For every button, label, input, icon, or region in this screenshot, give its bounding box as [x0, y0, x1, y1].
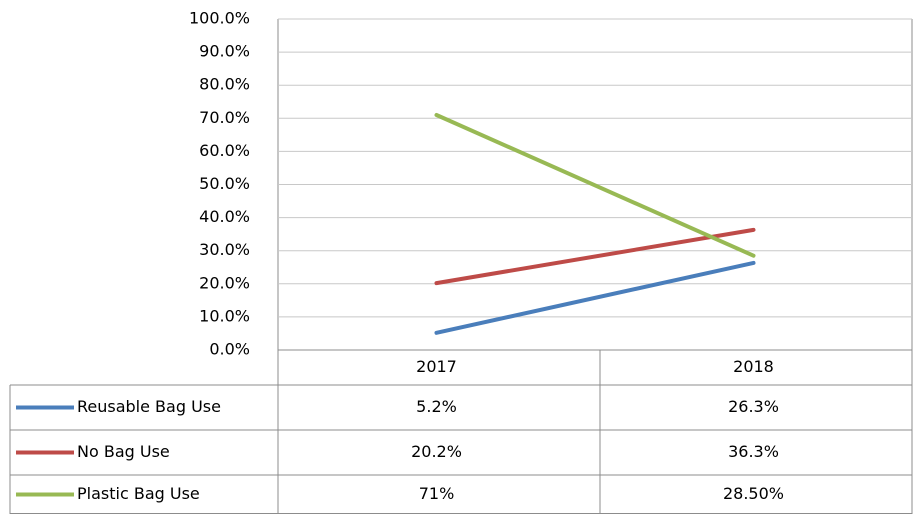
y-tick-label: 20.0%: [199, 273, 250, 292]
y-tick-label: 40.0%: [199, 207, 250, 226]
legend-label: No Bag Use: [77, 442, 170, 461]
data-label: 26.3%: [728, 397, 779, 416]
data-label: 20.2%: [411, 442, 462, 461]
series-line: [434, 260, 756, 335]
data-label: 71%: [419, 484, 455, 503]
series-line: [434, 227, 756, 286]
y-tick-label: 30.0%: [199, 240, 250, 259]
legend-label: Reusable Bag Use: [77, 397, 221, 416]
y-tick-label: 50.0%: [199, 174, 250, 193]
y-tick-label: 60.0%: [199, 141, 250, 160]
series-line: [434, 112, 756, 258]
y-tick-label: 10.0%: [199, 306, 250, 325]
y-tick-label: 0.0%: [209, 340, 250, 359]
x-tick-label: 2018: [733, 357, 774, 376]
y-tick-label: 100.0%: [189, 9, 250, 28]
y-tick-label: 70.0%: [199, 108, 250, 127]
legend-label: Plastic Bag Use: [77, 484, 200, 503]
data-label: 28.50%: [723, 484, 784, 503]
y-tick-label: 80.0%: [199, 75, 250, 94]
y-tick-label: 90.0%: [199, 42, 250, 61]
data-label: 5.2%: [416, 397, 457, 416]
x-tick-label: 2017: [416, 357, 457, 376]
data-label: 36.3%: [728, 442, 779, 461]
